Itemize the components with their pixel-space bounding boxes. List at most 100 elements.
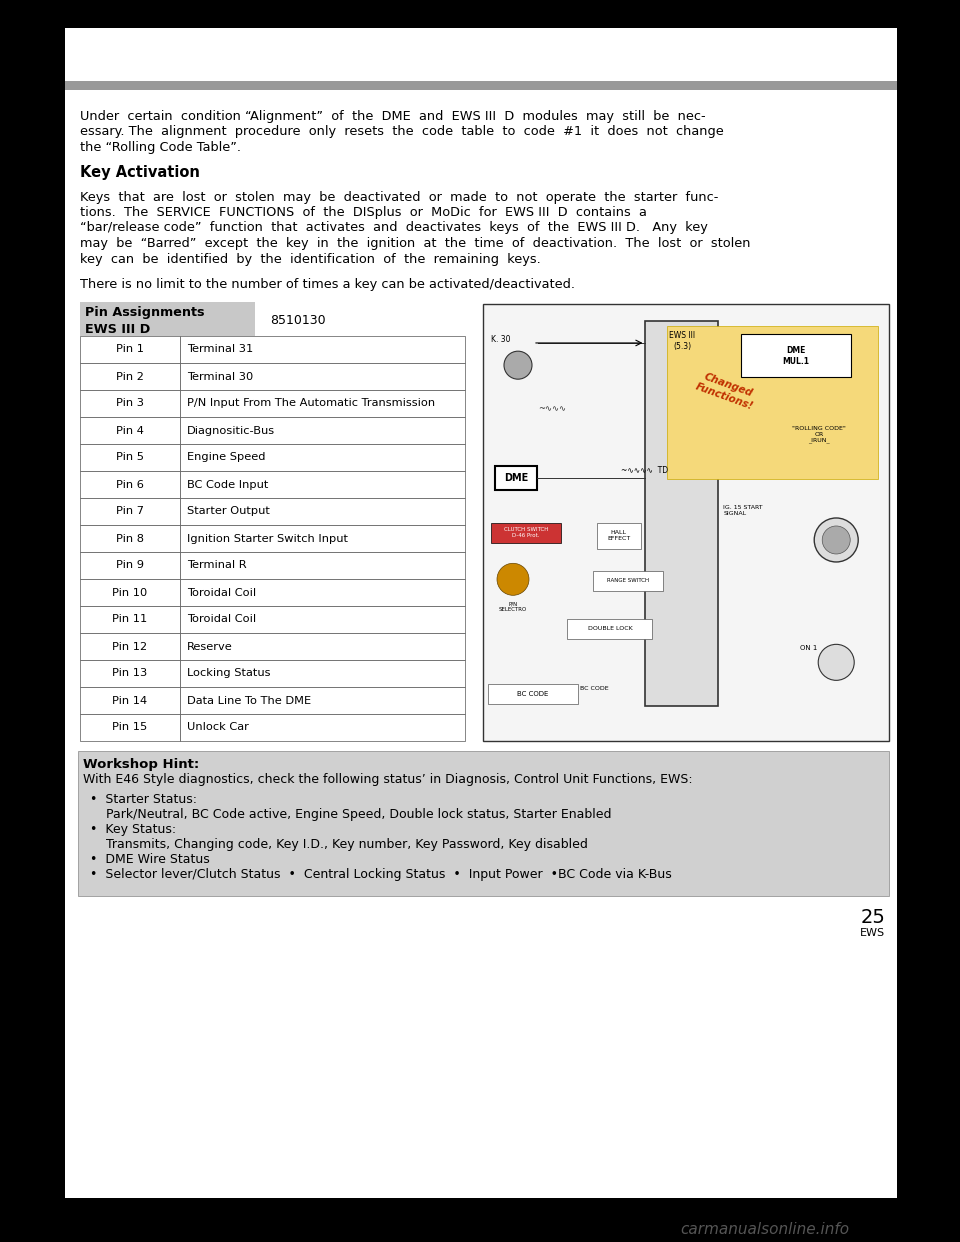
Bar — [80, 471, 180, 498]
Text: carmanualsonline.info: carmanualsonline.info — [680, 1222, 850, 1237]
Text: ON 1: ON 1 — [800, 645, 817, 651]
Bar — [80, 337, 180, 363]
Text: Pin 11: Pin 11 — [112, 615, 148, 625]
Text: Pin 10: Pin 10 — [112, 587, 148, 597]
Bar — [80, 525, 180, 551]
Bar — [488, 684, 578, 704]
Circle shape — [818, 645, 854, 681]
Text: Terminal 30: Terminal 30 — [187, 371, 253, 381]
Text: Workshop Hint:: Workshop Hint: — [83, 758, 200, 771]
Text: CLUTCH SWITCH
D-46 Prot.: CLUTCH SWITCH D-46 Prot. — [504, 527, 548, 538]
Text: •  Selector lever/Clutch Status  •  Central Locking Status  •  Input Power  •BC : • Selector lever/Clutch Status • Central… — [90, 868, 672, 881]
Bar — [180, 551, 465, 579]
Bar — [180, 443, 465, 471]
Text: BC Code Input: BC Code Input — [187, 479, 269, 489]
Bar — [180, 525, 465, 551]
Text: Toroidal Coil: Toroidal Coil — [187, 587, 256, 597]
Text: Pin 2: Pin 2 — [116, 371, 144, 381]
Bar — [180, 687, 465, 714]
Text: RANGE SWITCH: RANGE SWITCH — [607, 578, 649, 582]
Bar — [80, 390, 180, 417]
Text: Pin 8: Pin 8 — [116, 534, 144, 544]
Text: P/N
SELECTRO: P/N SELECTRO — [499, 601, 527, 612]
Text: K. 30: K. 30 — [491, 335, 511, 344]
Text: Transmits, Changing code, Key I.D., Key number, Key Password, Key disabled: Transmits, Changing code, Key I.D., Key … — [106, 838, 588, 851]
Text: Under  certain  condition “Alignment”  of  the  DME  and  EWS III  D  modules  m: Under certain condition “Alignment” of t… — [80, 111, 706, 123]
Bar — [180, 606, 465, 633]
Text: Park/Neutral, BC Code active, Engine Speed, Double lock status, Starter Enabled: Park/Neutral, BC Code active, Engine Spe… — [106, 809, 612, 821]
Text: Data Line To The DME: Data Line To The DME — [187, 696, 311, 705]
Bar — [180, 337, 465, 363]
Text: EWS III
(5.3): EWS III (5.3) — [669, 332, 695, 351]
Text: HALL
EFFECT: HALL EFFECT — [607, 530, 631, 542]
Text: Pin 1: Pin 1 — [116, 344, 144, 354]
Bar — [80, 687, 180, 714]
Text: Pin 9: Pin 9 — [116, 560, 144, 570]
Bar — [491, 523, 561, 543]
Text: DME
MUL.1: DME MUL.1 — [782, 347, 809, 365]
Text: Unlock Car: Unlock Car — [187, 723, 249, 733]
Circle shape — [822, 525, 851, 554]
Text: Pin 4: Pin 4 — [116, 426, 144, 436]
Text: Pin 12: Pin 12 — [112, 642, 148, 652]
Text: Pin 7: Pin 7 — [116, 507, 144, 517]
Text: DOUBLE LOCK: DOUBLE LOCK — [588, 626, 633, 631]
Text: BC CODE: BC CODE — [517, 692, 549, 697]
Text: Diagnositic-Bus: Diagnositic-Bus — [187, 426, 276, 436]
Bar — [180, 363, 465, 390]
Bar — [741, 334, 851, 378]
Bar — [80, 633, 180, 660]
Bar — [78, 751, 889, 895]
Bar — [180, 660, 465, 687]
Text: Locking Status: Locking Status — [187, 668, 271, 678]
Text: •  Starter Status:: • Starter Status: — [90, 792, 197, 806]
Bar — [65, 81, 897, 89]
Bar — [667, 327, 878, 479]
Text: •  Key Status:: • Key Status: — [90, 823, 176, 836]
Text: BC CODE: BC CODE — [580, 686, 609, 692]
Bar — [65, 29, 897, 1199]
Bar — [80, 551, 180, 579]
Text: Pin 6: Pin 6 — [116, 479, 144, 489]
Text: Engine Speed: Engine Speed — [187, 452, 266, 462]
Bar — [483, 304, 889, 741]
Bar — [180, 417, 465, 443]
Text: Reserve: Reserve — [187, 642, 232, 652]
Text: 25: 25 — [860, 908, 885, 927]
Text: the “Rolling Code Table”.: the “Rolling Code Table”. — [80, 142, 241, 154]
Text: Pin 14: Pin 14 — [112, 696, 148, 705]
Bar — [180, 633, 465, 660]
Text: DME: DME — [504, 473, 528, 483]
Text: There is no limit to the number of times a key can be activated/deactivated.: There is no limit to the number of times… — [80, 278, 575, 291]
Bar — [645, 322, 718, 705]
Text: Terminal 31: Terminal 31 — [187, 344, 253, 354]
Text: With E46 Style diagnostics, check the following status’ in Diagnosis, Control Un: With E46 Style diagnostics, check the fo… — [83, 773, 692, 786]
Text: Pin 3: Pin 3 — [116, 399, 144, 409]
Text: P/N Input From The Automatic Transmission: P/N Input From The Automatic Transmissio… — [187, 399, 435, 409]
Circle shape — [504, 351, 532, 379]
Text: may  be  “Barred”  except  the  key  in  the  ignition  at  the  time  of  deact: may be “Barred” except the key in the ig… — [80, 237, 751, 250]
Text: Starter Output: Starter Output — [187, 507, 270, 517]
Text: Key Activation: Key Activation — [80, 164, 200, 180]
Text: IG. 15 START
SIGNAL: IG. 15 START SIGNAL — [724, 505, 763, 515]
Bar — [80, 606, 180, 633]
Bar — [180, 498, 465, 525]
Text: "ROLLING CODE"
OR
_IRUN_: "ROLLING CODE" OR _IRUN_ — [792, 426, 847, 443]
Circle shape — [497, 564, 529, 595]
Bar — [567, 619, 653, 638]
Text: “bar/release code”  function  that  activates  and  deactivates  keys  of  the  : “bar/release code” function that activat… — [80, 221, 708, 235]
Text: Pin 15: Pin 15 — [112, 723, 148, 733]
Text: Pin 13: Pin 13 — [112, 668, 148, 678]
Text: 8510130: 8510130 — [270, 314, 325, 327]
Text: ~∿∿∿∿  TD: ~∿∿∿∿ TD — [621, 466, 668, 474]
Text: •  DME Wire Status: • DME Wire Status — [90, 853, 209, 866]
Text: Pin 5: Pin 5 — [116, 452, 144, 462]
Text: Changed
Functions!: Changed Functions! — [694, 370, 758, 411]
Bar — [592, 570, 662, 590]
Bar — [80, 417, 180, 443]
Bar — [80, 660, 180, 687]
Text: Ignition Starter Switch Input: Ignition Starter Switch Input — [187, 534, 348, 544]
Text: Toroidal Coil: Toroidal Coil — [187, 615, 256, 625]
Bar — [180, 579, 465, 606]
Bar — [80, 498, 180, 525]
